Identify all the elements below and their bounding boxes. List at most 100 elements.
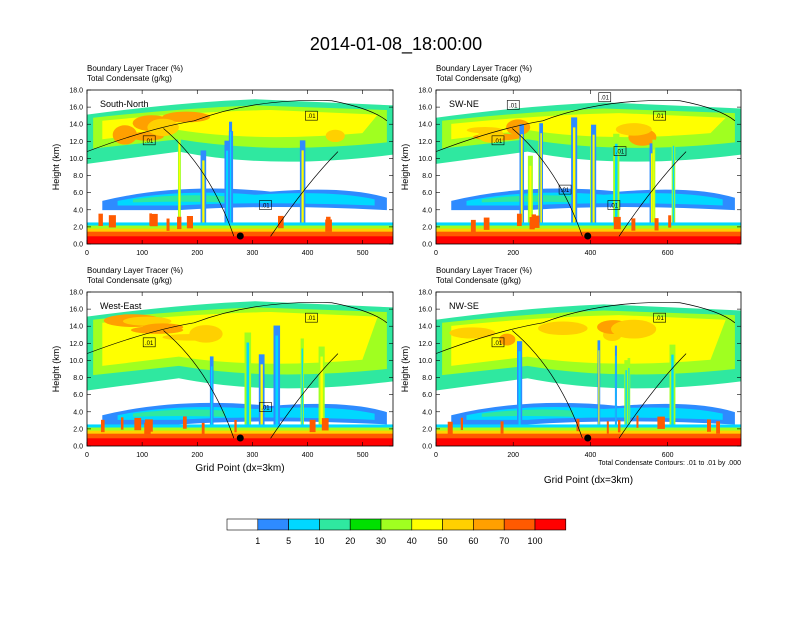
colorbar-swatch <box>349 518 382 531</box>
contour-label: .01 <box>561 188 570 194</box>
left-title-condensate: Total Condensate (g/kg) <box>87 74 172 83</box>
colorbar-label: 70 <box>499 536 509 546</box>
y-axis-label: Height (km) <box>51 144 61 191</box>
colorbar-label: 30 <box>376 536 386 546</box>
y-tick-label: 18.0 <box>69 88 83 95</box>
contour-label-box <box>142 337 156 348</box>
y-tick-label: 2.0 <box>422 224 432 231</box>
panel-label: NW-SE <box>449 301 479 311</box>
contour-label-box <box>607 200 621 210</box>
y-tick-label: 4.0 <box>422 207 432 214</box>
y-tick-label: 14.0 <box>69 324 83 331</box>
y-tick-label: 12.0 <box>418 139 432 146</box>
contour-label-box <box>506 100 520 110</box>
y-tick-label: 0.0 <box>422 242 432 249</box>
contour-label: .01 <box>261 204 270 210</box>
contour-label-box <box>653 110 666 121</box>
x-tick-label: 200 <box>191 452 203 459</box>
y-tick-label: 14.0 <box>418 324 432 331</box>
location-marker <box>584 232 592 240</box>
cross-section-field <box>87 292 393 446</box>
colorbar-swatch <box>226 518 259 531</box>
location-marker <box>236 434 244 442</box>
y-tick-label: 16.0 <box>69 105 83 112</box>
x-tick-label: 300 <box>247 250 259 257</box>
y-tick-label: 4.0 <box>73 409 83 416</box>
x-tick-label: 600 <box>662 452 674 459</box>
y-tick-label: 16.0 <box>418 307 432 314</box>
y-tick-label: 8.0 <box>73 173 83 180</box>
x-tick-label: 400 <box>585 250 597 257</box>
plot-frame <box>435 89 742 245</box>
plot-frame <box>86 89 394 245</box>
colorbar-swatch <box>503 518 536 531</box>
y-tick-label: 16.0 <box>69 307 83 314</box>
x-tick-label: 100 <box>136 452 148 459</box>
y-axis-label: Height (km) <box>400 346 410 393</box>
contour-label-box <box>305 312 318 323</box>
contour-label: .01 <box>145 341 154 347</box>
contour-label: .01 <box>494 139 503 145</box>
y-tick-label: 6.0 <box>73 190 83 197</box>
x-axis-label: Grid Point (dx=3km) <box>195 463 284 474</box>
panel-sw-ne: .01 .01 .01 .01 .01 .01 .01 SW-NE Boundary Layer… <box>400 64 742 257</box>
colorbar-label: 10 <box>314 536 324 546</box>
x-tick-label: 400 <box>302 452 314 459</box>
x-tick-label: 500 <box>357 452 369 459</box>
contour-label: .01 <box>145 139 154 145</box>
plot-frame <box>435 291 742 447</box>
y-tick-label: 6.0 <box>422 190 432 197</box>
contour-label: .01 <box>655 114 664 120</box>
y-tick-label: 10.0 <box>418 156 432 163</box>
y-tick-label: 8.0 <box>422 375 432 382</box>
cross-section-field <box>436 90 741 244</box>
y-tick-label: 10.0 <box>418 358 432 365</box>
x-tick-label: 400 <box>302 250 314 257</box>
y-tick-label: 2.0 <box>422 426 432 433</box>
x-axis-label: Grid Point (dx=3km) <box>544 475 633 486</box>
colorbar-label: 60 <box>468 536 478 546</box>
contour-label-box <box>491 337 505 348</box>
contour-label-box <box>305 110 318 121</box>
panel-label: South-North <box>100 99 149 109</box>
main-title: 2014-01-08_18:00:00 <box>310 34 482 55</box>
contour-label-box <box>142 135 156 146</box>
colorbar-label: 20 <box>345 536 355 546</box>
y-tick-label: 14.0 <box>418 122 432 129</box>
panel-south-north: .01 .01 .01 South-North Boundary Layer Trace… <box>51 64 394 257</box>
left-title-tracer: Boundary Layer Tracer (%) <box>87 266 183 275</box>
colorbar-swatch <box>534 518 567 531</box>
colorbar-label: 5 <box>286 536 291 546</box>
contour-label-box <box>558 184 572 195</box>
colorbar-label: 40 <box>407 536 417 546</box>
x-tick-label: 0 <box>85 452 89 459</box>
panel-west-east: .01 .01 .01 West-East Boundary Layer Tracer … <box>51 266 394 474</box>
location-marker <box>236 232 244 240</box>
y-tick-label: 12.0 <box>69 341 83 348</box>
x-tick-label: 100 <box>136 250 148 257</box>
contour-label-box <box>259 402 272 412</box>
x-tick-label: 600 <box>662 250 674 257</box>
colorbar-swatch <box>288 518 320 531</box>
contour-label: .01 <box>307 114 316 120</box>
colorbar-swatch <box>411 518 443 531</box>
left-title-tracer: Boundary Layer Tracer (%) <box>436 64 532 73</box>
y-tick-label: 10.0 <box>69 358 83 365</box>
x-tick-label: 200 <box>507 250 519 257</box>
colorbar-label: 1 <box>255 536 260 546</box>
panel-label: West-East <box>100 301 142 311</box>
x-tick-label: 0 <box>434 250 438 257</box>
contour-label-box <box>653 312 666 323</box>
y-tick-label: 14.0 <box>69 122 83 129</box>
y-tick-label: 4.0 <box>73 207 83 214</box>
contour-label: .01 <box>494 341 503 347</box>
contour-label-box <box>491 135 505 146</box>
x-tick-label: 0 <box>85 250 89 257</box>
colorbar-label: 50 <box>438 536 448 546</box>
contour-label: .01 <box>610 204 619 210</box>
y-tick-label: 2.0 <box>73 426 83 433</box>
x-tick-label: 500 <box>357 250 369 257</box>
y-tick-label: 4.0 <box>422 409 432 416</box>
contour-label-box <box>598 92 612 102</box>
left-title-tracer: Boundary Layer Tracer (%) <box>436 266 532 275</box>
